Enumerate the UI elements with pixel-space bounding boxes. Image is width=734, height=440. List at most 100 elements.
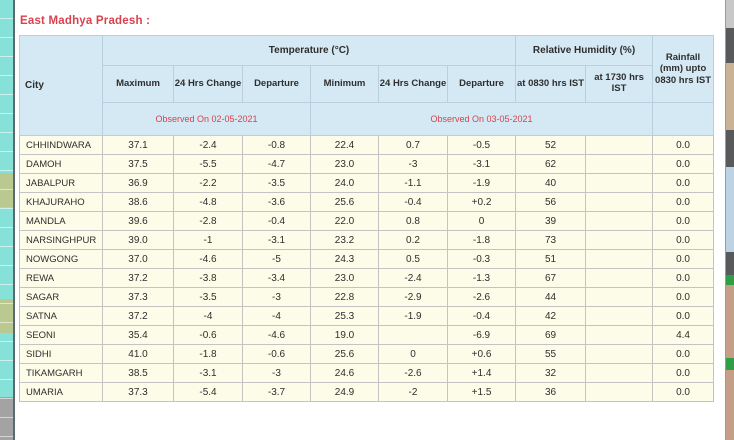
value-cell: -2.4	[378, 268, 448, 288]
left-edge-panel	[0, 0, 15, 440]
right-edge-panel	[725, 0, 734, 440]
value-cell: 25.3	[310, 306, 379, 326]
table-row: SAGAR 37.3 -3.5 -3 22.8 -2.9 -2.6 44 0.0	[19, 287, 715, 307]
column-header-minimum: Minimum	[310, 65, 379, 103]
value-cell: 23.0	[310, 268, 379, 288]
value-cell: 0.0	[652, 268, 715, 288]
value-cell	[585, 382, 654, 402]
value-cell: 37.0	[102, 249, 174, 269]
value-cell: 39.0	[102, 230, 174, 250]
column-header-city: City	[19, 35, 103, 136]
value-cell: 41.0	[102, 344, 174, 364]
value-cell	[585, 306, 654, 326]
value-cell: 19.0	[310, 325, 379, 345]
value-cell: 37.2	[102, 306, 174, 326]
value-cell: 36.9	[102, 173, 174, 193]
value-cell: 0.0	[652, 173, 715, 193]
value-cell: 62	[515, 154, 587, 174]
value-cell: -1.9	[446, 173, 517, 193]
table-row: NOWGONG 37.0 -4.6 -5 24.3 0.5 -0.3 51 0.0	[19, 249, 715, 269]
value-cell: 0.0	[652, 344, 715, 364]
value-cell: -1.1	[378, 173, 448, 193]
value-cell: 4.4	[652, 325, 715, 345]
page-title: East Madhya Pradesh :	[20, 15, 151, 27]
table-row: JABALPUR 36.9 -2.2 -3.5 24.0 -1.1 -1.9 40 0.0	[19, 173, 715, 193]
value-cell: 51	[515, 249, 587, 269]
city-cell: CHHINDWARA	[19, 135, 103, 155]
value-cell: 0	[446, 211, 517, 231]
table-row: UMARIA 37.3 -5.4 -3.7 24.9 -2 +1.5 36 0.0	[19, 382, 715, 402]
city-cell: JABALPUR	[19, 173, 103, 193]
value-cell: 52	[515, 135, 587, 155]
value-cell: 44	[515, 287, 587, 307]
value-cell	[585, 192, 654, 212]
value-cell: 37.3	[102, 287, 174, 307]
column-group-temperature: Temperature (°C)	[101, 35, 517, 66]
value-cell: -4.6	[242, 325, 311, 345]
value-cell: +1.4	[446, 363, 517, 383]
value-cell	[585, 325, 654, 345]
value-cell	[585, 230, 654, 250]
value-cell: -1.8	[173, 344, 243, 364]
value-cell: 0.0	[652, 249, 715, 269]
value-cell: -3.7	[242, 382, 311, 402]
value-cell: 0.0	[652, 230, 715, 250]
table-row: NARSINGHPUR 39.0 -1 -3.1 23.2 0.2 -1.8 73 0.0	[19, 230, 715, 250]
value-cell: -1	[173, 230, 243, 250]
value-cell: +1.5	[446, 382, 517, 402]
city-cell: MANDLA	[19, 211, 103, 231]
value-cell: -5.5	[173, 154, 243, 174]
right-edge-segment	[726, 167, 734, 252]
value-cell: 0.2	[378, 230, 448, 250]
city-cell: NARSINGHPUR	[19, 230, 103, 250]
column-header-rainfall: Rainfall (mm) upto 0830 hrs IST	[652, 35, 715, 103]
value-cell: 24.6	[310, 363, 379, 383]
value-cell: 0	[378, 344, 448, 364]
value-cell: +0.2	[446, 192, 517, 212]
table-row: DAMOH 37.5 -5.5 -4.7 23.0 -3 -3.1 62 0.0	[19, 154, 715, 174]
value-cell: 0.0	[652, 382, 715, 402]
value-cell: 40	[515, 173, 587, 193]
value-cell	[585, 287, 654, 307]
value-cell: -0.8	[242, 135, 311, 155]
value-cell: -3	[378, 154, 448, 174]
value-cell: 24.3	[310, 249, 379, 269]
value-cell: -0.4	[378, 192, 448, 212]
left-edge-row-lines	[0, 0, 13, 440]
value-cell: 39.6	[102, 211, 174, 231]
value-cell: 42	[515, 306, 587, 326]
value-cell: -0.4	[446, 306, 517, 326]
column-header-min-departure: Departure	[446, 65, 517, 103]
column-header-max-departure: Departure	[242, 65, 311, 103]
value-cell: -6.9	[446, 325, 517, 345]
value-cell: 38.6	[102, 192, 174, 212]
city-cell: SATNA	[19, 306, 103, 326]
value-cell: 36	[515, 382, 587, 402]
value-cell: 56	[515, 192, 587, 212]
right-edge-segment	[726, 0, 734, 28]
value-cell: 39	[515, 211, 587, 231]
column-group-humidity: Relative Humidity (%)	[515, 35, 654, 66]
value-cell: 0.0	[652, 363, 715, 383]
value-cell: 0.7	[378, 135, 448, 155]
value-cell: -3.4	[242, 268, 311, 288]
city-cell: SEONI	[19, 325, 103, 345]
main-content: East Madhya Pradesh : City Temperature (…	[17, 0, 722, 402]
column-header-humidity-1730: at 1730 hrs IST	[585, 65, 654, 103]
value-cell: -1.3	[446, 268, 517, 288]
value-cell: 37.5	[102, 154, 174, 174]
value-cell: 0.8	[378, 211, 448, 231]
value-cell: -0.6	[173, 325, 243, 345]
value-cell: 0.5	[378, 249, 448, 269]
city-cell: REWA	[19, 268, 103, 288]
value-cell: -1.9	[378, 306, 448, 326]
value-cell: 38.5	[102, 363, 174, 383]
value-cell: -4.7	[242, 154, 311, 174]
value-cell	[585, 154, 654, 174]
value-cell: -5.4	[173, 382, 243, 402]
value-cell: 25.6	[310, 192, 379, 212]
right-edge-segment	[726, 63, 734, 130]
column-header-humidity-0830: at 0830 hrs IST	[515, 65, 587, 103]
value-cell: -3.1	[173, 363, 243, 383]
value-cell	[585, 363, 654, 383]
